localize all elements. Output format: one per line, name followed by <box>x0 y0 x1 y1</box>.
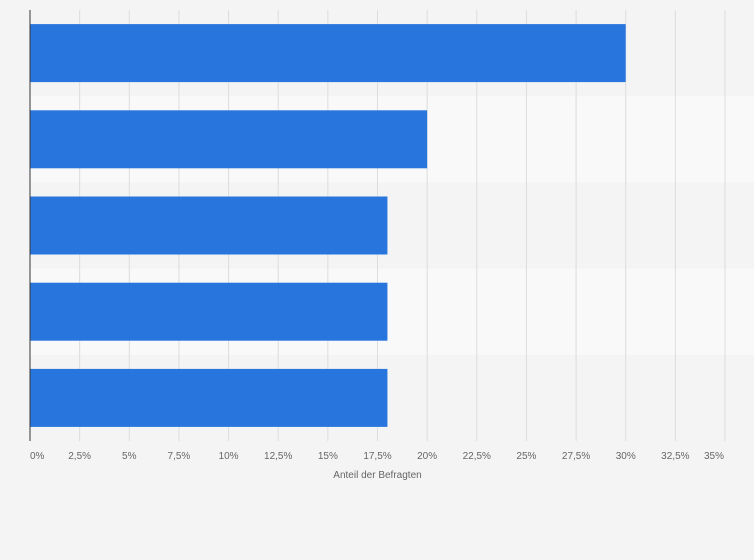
x-tick-label: 10% <box>219 451 239 462</box>
bar <box>30 196 388 255</box>
x-tick-label: 15% <box>318 451 338 462</box>
x-tick-label: 12,5% <box>264 451 292 462</box>
x-tick-label: 2,5% <box>68 451 91 462</box>
x-tick-label: 7,5% <box>168 451 191 462</box>
bar <box>30 110 428 169</box>
x-axis-title: Anteil der Befragten <box>333 470 421 481</box>
x-tick-label: 32,5% <box>661 451 689 462</box>
x-tick-label: 17,5% <box>363 451 391 462</box>
x-tick-labels: 0% 2,5% 5% 7,5% 10% 12,5% 15% 17,5% 20% 22,5% 25% 2… <box>30 451 724 462</box>
x-tick-label: 22,5% <box>463 451 491 462</box>
x-tick-label: 0% <box>30 451 45 462</box>
bar <box>30 24 626 83</box>
x-tick-label: 30% <box>616 451 636 462</box>
bar <box>30 368 388 427</box>
x-tick-label: 35% <box>704 451 724 462</box>
x-tick-label: 27,5% <box>562 451 590 462</box>
x-tick-label: 20% <box>417 451 437 462</box>
bars <box>30 24 626 427</box>
x-tick-label: 5% <box>122 451 137 462</box>
x-tick-label: 25% <box>516 451 536 462</box>
bar <box>30 282 388 341</box>
